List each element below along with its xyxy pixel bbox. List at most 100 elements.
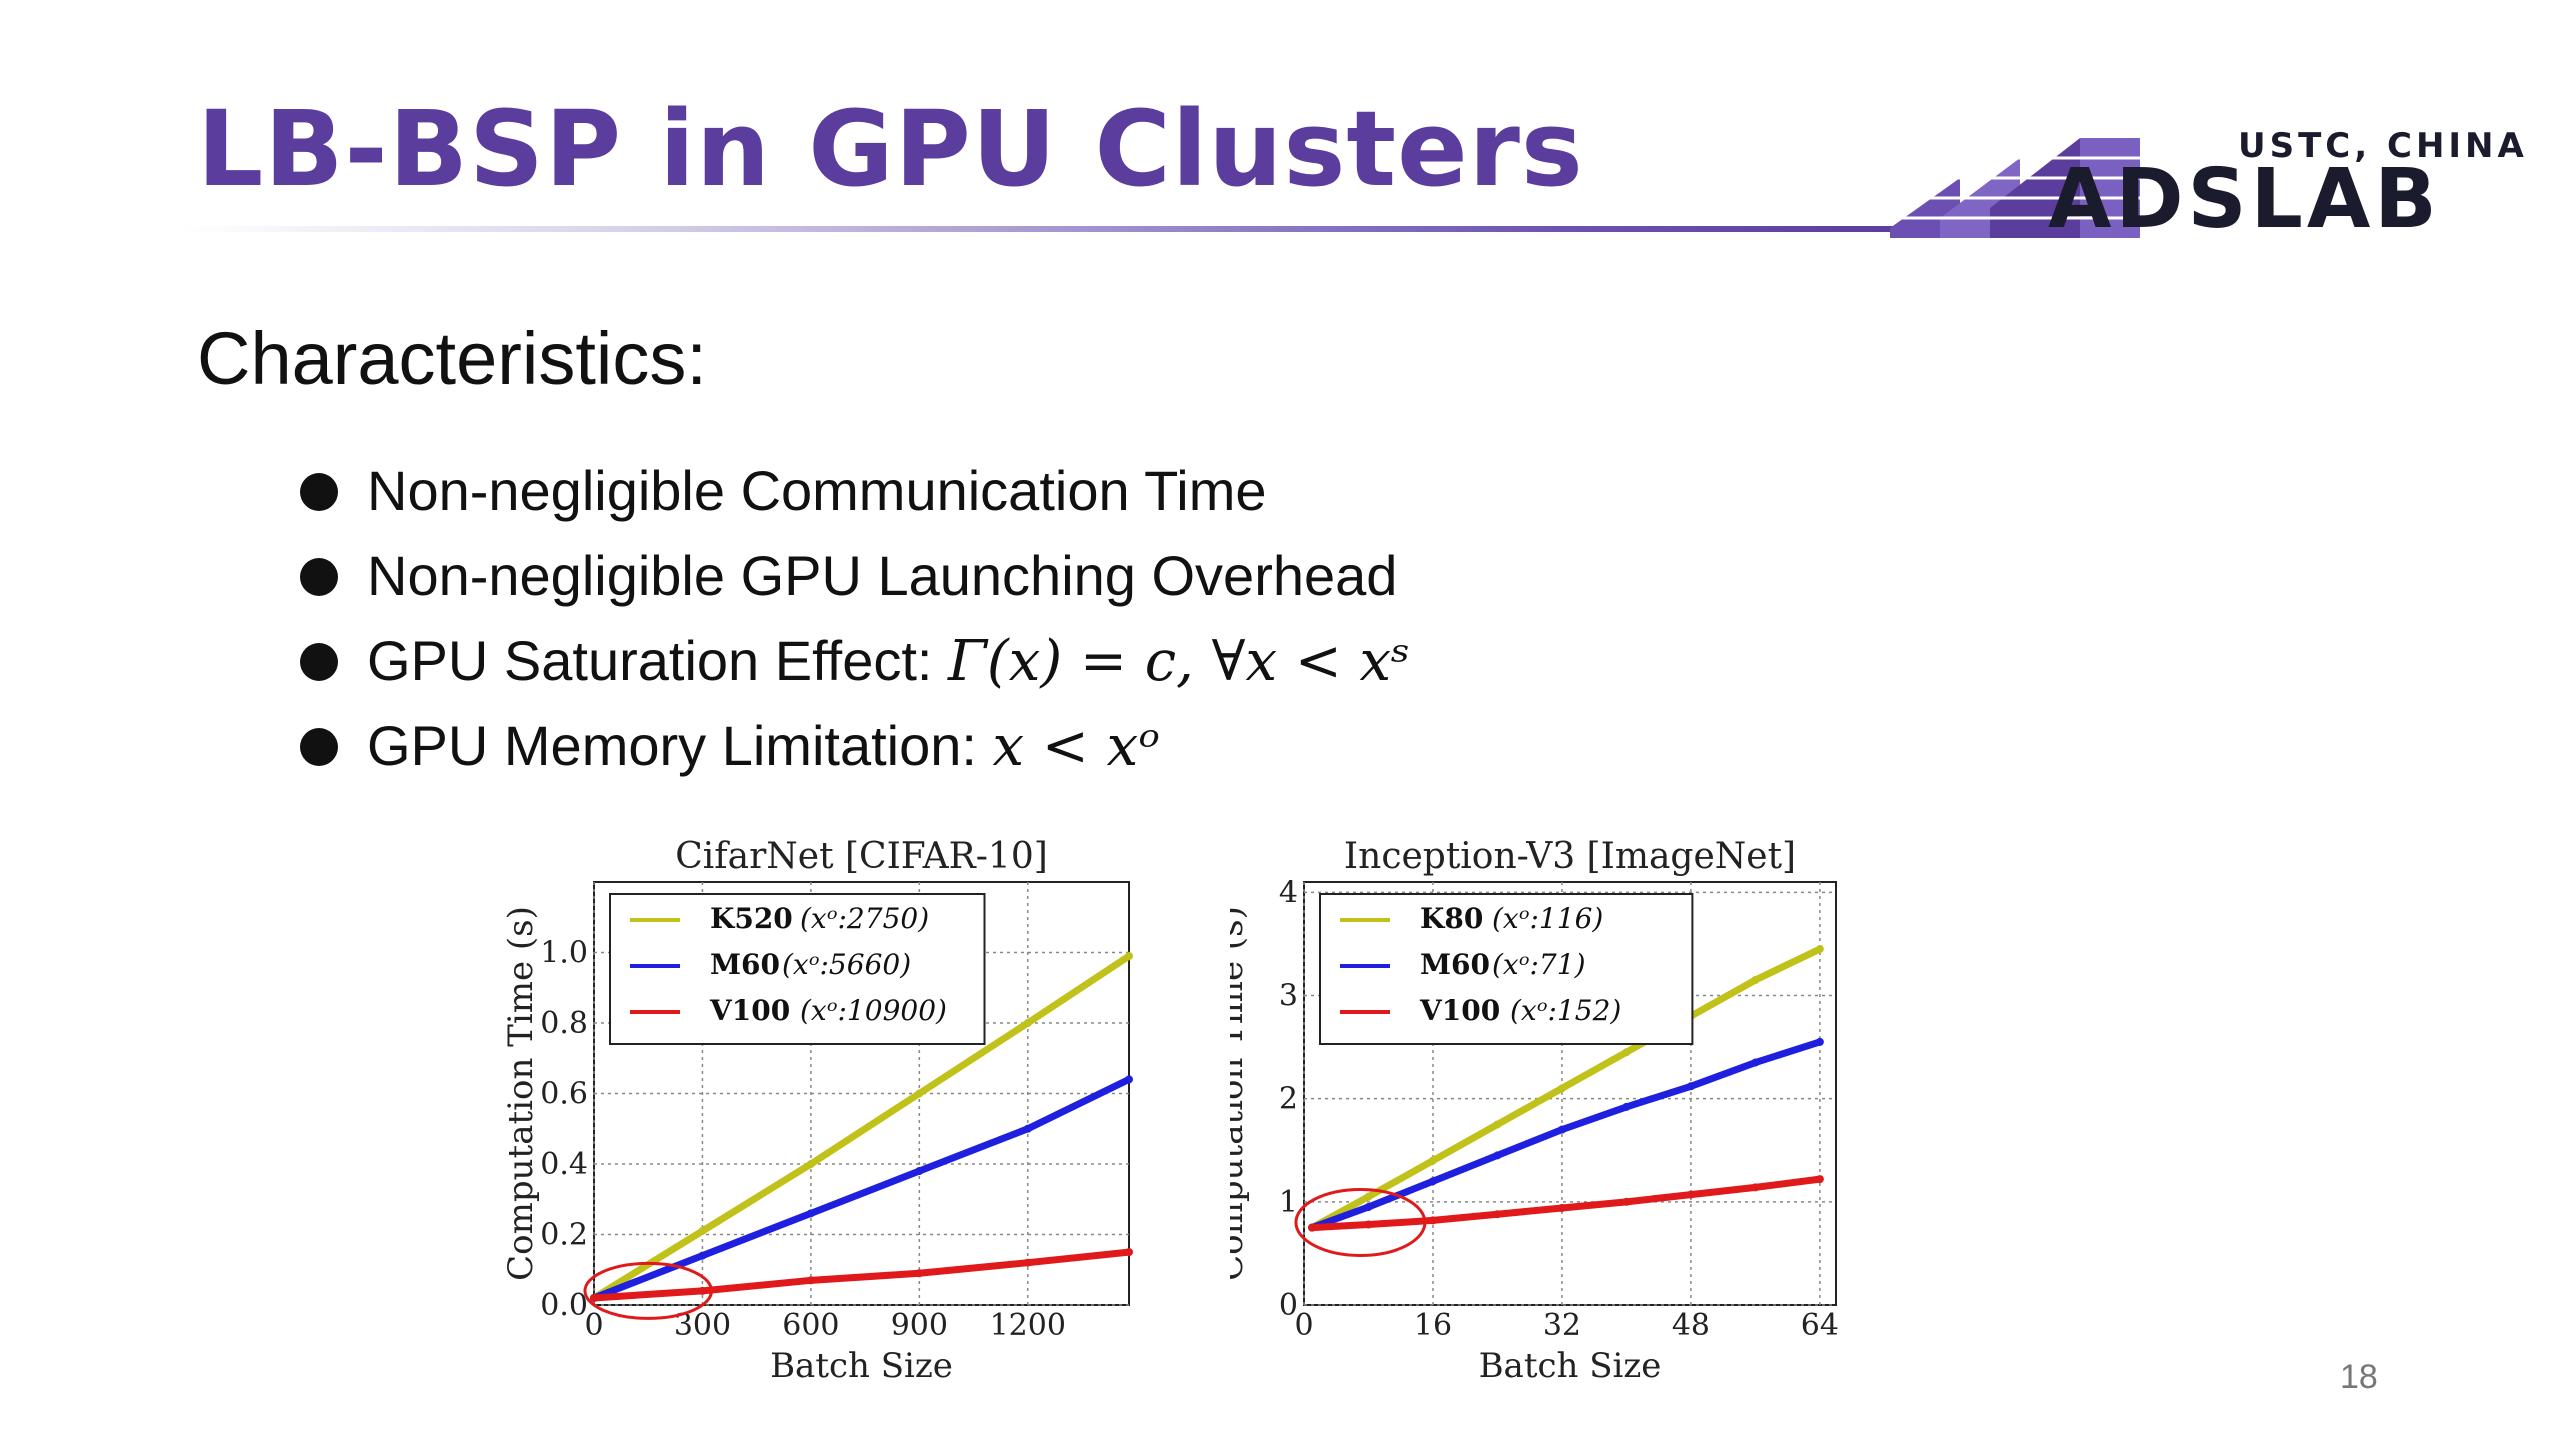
data-point (1622, 1102, 1631, 1111)
legend: K520 (xᵒ:2750) M60 (xᵒ:5660) V100 (xᵒ:10900) (609, 893, 986, 1045)
data-point (590, 1293, 598, 1302)
bullet-icon (300, 473, 338, 511)
data-point (1428, 1216, 1437, 1225)
logo-top-text: USTC, CHINA (2238, 126, 2528, 166)
data-point (698, 1251, 707, 1260)
cifarnet-chart-svg: CifarNet [CIFAR-10]0 300 600 900 12000.00.20… (501, 836, 1133, 1386)
slide-title: LB-BSP in GPU Clusters (197, 88, 1584, 210)
legend-series-name: M60 (1420, 948, 1490, 981)
legend-series-note: (xᵒ:116) (1492, 902, 1603, 935)
x-tick-label: 32 (1543, 1308, 1581, 1343)
x-axis-label: Batch Size (1479, 1346, 1662, 1386)
legend-series-name: V100 (1419, 994, 1500, 1027)
data-point (1622, 1197, 1631, 1206)
y-tick-label: 0 (1279, 1288, 1298, 1323)
data-point (1557, 1204, 1566, 1213)
data-point (1125, 1075, 1133, 1084)
saturation-highlight-circle (583, 1261, 713, 1320)
legend-series-name: M60 (710, 948, 780, 981)
legend-series-note: (xᵒ:10900) (800, 994, 947, 1027)
data-point (1815, 1037, 1824, 1046)
data-point (915, 1167, 924, 1176)
data-point (1493, 1151, 1502, 1160)
data-point (1125, 1248, 1133, 1257)
data-point (915, 1089, 924, 1098)
y-tick-label: 1 (1279, 1185, 1298, 1220)
y-tick-label: 4 (1279, 875, 1298, 910)
legend-series-note: (xᵒ:2750) (800, 902, 929, 935)
chart-title: CifarNet [CIFAR-10] (675, 836, 1048, 877)
chart-title: Inception-V3 [ImageNet] (1344, 836, 1796, 877)
data-point (1557, 1125, 1566, 1134)
series-line (590, 1248, 1133, 1302)
x-tick-label: 900 (891, 1308, 948, 1343)
legend-series-note: (xᵒ:152) (1510, 994, 1621, 1027)
logo-main-text: ADSLAB (2048, 152, 2441, 247)
data-point (1428, 1156, 1437, 1165)
inception-chart-svg: Inception-V3 [ImageNet] 0 16 32 48 64 0 1 2 3 4 Bat… (1211, 836, 1839, 1386)
data-point (1364, 1192, 1373, 1201)
data-point (698, 1286, 707, 1295)
saturation-formula: Γ(x) = c, ∀x < xˢ (948, 629, 1411, 694)
y-tick-label: 0.0 (540, 1288, 588, 1323)
data-point (1023, 1258, 1032, 1267)
bullet-text: Non-negligible Communication Time (367, 459, 1267, 522)
data-point (1308, 1223, 1317, 1232)
data-point (1023, 1019, 1032, 1027)
legend-series-note: (xᵒ:71) (1492, 948, 1586, 981)
section-heading: Characteristics: (197, 317, 707, 400)
title-underline (180, 226, 1910, 232)
cifarnet-chart: CifarNet [CIFAR-10] 0 300 600 900 1200 0.0 0.2 0… (490, 830, 1170, 1410)
data-point (1493, 1120, 1502, 1129)
y-tick-label: 0.4 (540, 1147, 588, 1182)
data-point (1751, 1058, 1760, 1067)
y-tick-label: 0.2 (540, 1218, 588, 1253)
list-item: GPU Saturation Effect: Γ(x) = c, ∀x < xˢ (295, 618, 1410, 703)
data-point (1557, 1084, 1566, 1093)
data-point (1125, 952, 1133, 961)
series-line (590, 1075, 1133, 1302)
data-point (1815, 945, 1824, 954)
data-point (1815, 1175, 1824, 1184)
bullet-text: Non-negligible GPU Launching Overhead (367, 544, 1398, 607)
y-tick-label: 0.8 (540, 1006, 588, 1041)
x-tick-label: 48 (1672, 1308, 1710, 1343)
data-point (1686, 1190, 1695, 1199)
bullet-icon (300, 728, 338, 766)
data-point (1364, 1202, 1373, 1211)
y-tick-label: 1.0 (540, 936, 588, 971)
x-tick-label: 0 (584, 1308, 603, 1343)
y-tick-label: 2 (1279, 1082, 1298, 1117)
x-axis-label: Batch Size (770, 1346, 953, 1386)
data-point (806, 1276, 815, 1285)
x-tick-label: 1200 (990, 1308, 1066, 1343)
legend-series-name: V100 (709, 994, 790, 1027)
data-point (1364, 1220, 1373, 1229)
data-point (1686, 1082, 1695, 1091)
legend: K80 (xᵒ:116)M60 (xᵒ:71) V100 (xᵒ:152) (1319, 893, 1694, 1045)
list-item: Non-negligible GPU Launching Overhead (295, 533, 1410, 618)
data-point (698, 1226, 707, 1235)
data-point (1428, 1177, 1437, 1186)
y-axis-label: Computation Time (s) (501, 906, 541, 1281)
list-item: Non-negligible Communication Time (295, 448, 1410, 533)
y-axis-label: Computation Time (s) (1230, 906, 1251, 1281)
legend-series-name: K80 (1420, 902, 1483, 935)
data-point (1751, 1183, 1760, 1192)
data-point (1023, 1124, 1032, 1133)
data-point (1751, 976, 1760, 985)
data-point (1493, 1210, 1502, 1219)
x-tick-label: 16 (1414, 1308, 1452, 1343)
characteristics-list: Non-negligible Communication Time Non-ne… (295, 448, 1410, 788)
data-point (806, 1160, 815, 1168)
x-tick-label: 64 (1801, 1308, 1839, 1343)
saturation-highlight-circle (1294, 1187, 1427, 1257)
x-tick-label: 0 (1294, 1308, 1313, 1343)
bullet-icon (300, 643, 338, 681)
memory-formula: x < xᵒ (992, 714, 1160, 779)
building-logo-icon (1890, 138, 2140, 238)
bullet-text: GPU Memory Limitation: (367, 714, 993, 777)
inception-chart: Inception-V3 [ImageNet] 0 16 32 48 64 0 1 2 3 4 Bat… (1211, 830, 1870, 1410)
data-point (1622, 1048, 1631, 1057)
bullet-icon (300, 558, 338, 596)
